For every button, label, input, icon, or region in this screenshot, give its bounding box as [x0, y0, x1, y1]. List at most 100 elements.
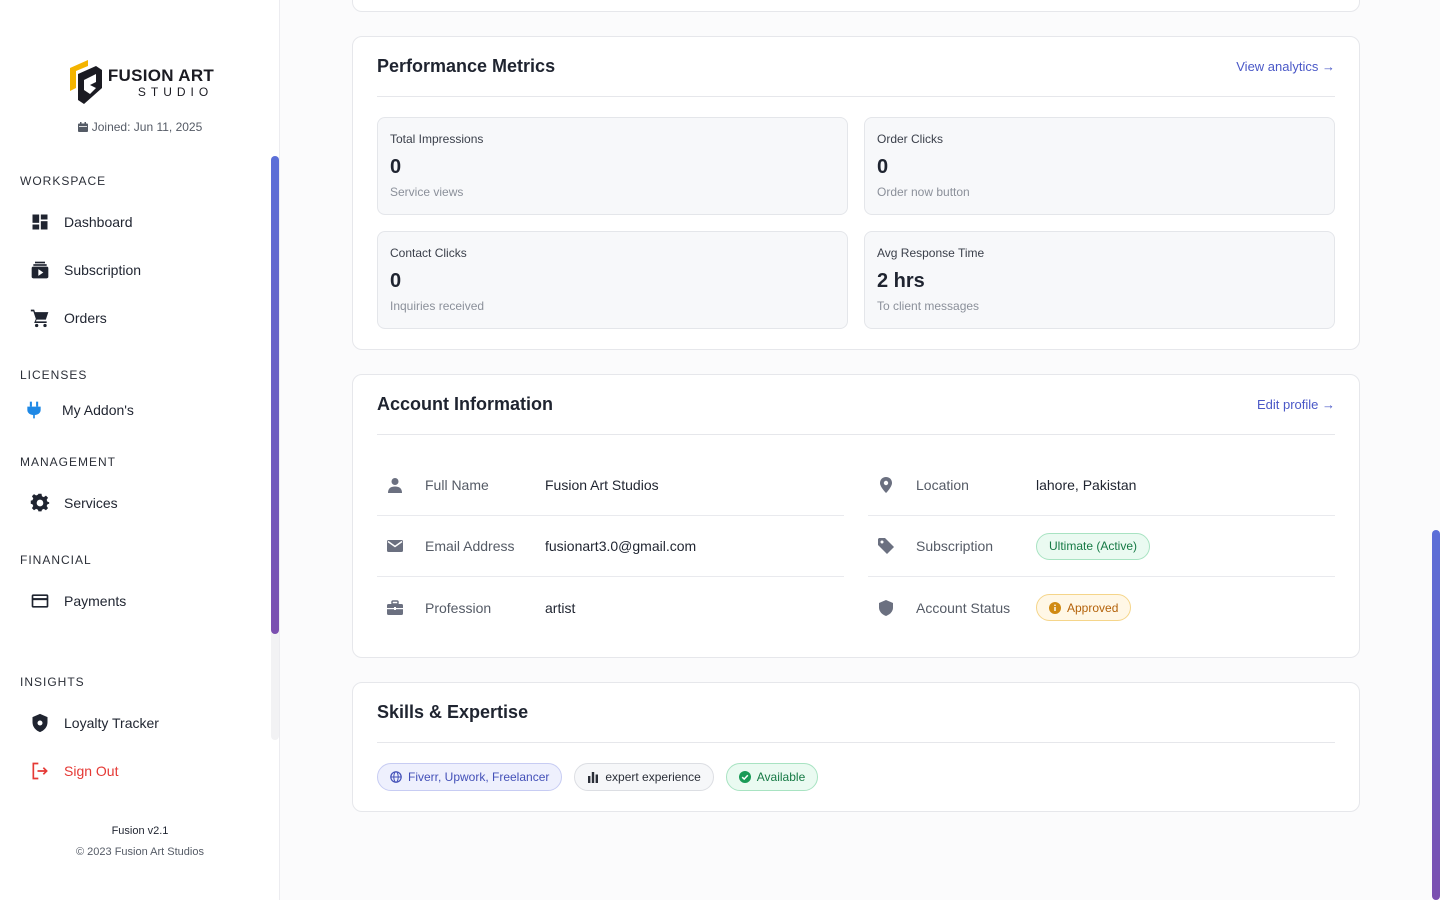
- edit-profile-link[interactable]: Edit profile →: [1256, 397, 1335, 412]
- sidebar-item-subscription[interactable]: Subscription: [20, 250, 260, 290]
- sidebar-item-label: Payments: [64, 593, 127, 609]
- metric-value: 2 hrs: [877, 270, 925, 292]
- section-financial: FINANCIAL: [20, 553, 92, 567]
- metric-subtitle: Order now button: [877, 185, 970, 199]
- calendar-icon: [77, 122, 88, 132]
- gear-icon: [30, 493, 50, 512]
- metric-label: Avg Response Time: [877, 246, 985, 260]
- page-scrollbar-thumb[interactable]: [1432, 530, 1440, 900]
- subscriptions-icon: [31, 261, 49, 279]
- metric-avg-response-time: Avg Response Time 2 hrs To client messag…: [864, 231, 1335, 329]
- badge-text: Approved: [1067, 600, 1119, 615]
- bar-chart-icon: [588, 772, 599, 783]
- info-label: Account Status: [916, 599, 1011, 616]
- brand-subtitle: STUDIO: [137, 84, 214, 99]
- sidebar-item-dashboard[interactable]: Dashboard: [20, 202, 260, 242]
- section-management: MANAGEMENT: [20, 455, 117, 469]
- sidebar-item-label: My Addon's: [62, 402, 134, 418]
- dashboard-icon: [32, 214, 48, 230]
- section-workspace: WORKSPACE: [20, 174, 107, 188]
- sidebar-item-orders[interactable]: Orders: [20, 298, 260, 338]
- sidebar-item-payments[interactable]: Payments: [20, 581, 260, 621]
- view-analytics-link[interactable]: View analytics →: [1236, 59, 1335, 74]
- copyright: © 2023 Fusion Art Studios: [76, 846, 204, 858]
- metric-subtitle: Inquiries received: [390, 299, 485, 313]
- sidebar-footer: Fusion v2.1 © 2023 Fusion Art Studios: [0, 825, 280, 858]
- chip-text: Fiverr, Upwork, Freelancer: [408, 770, 550, 784]
- info-location: Location lahore, Pakistan: [868, 455, 1335, 516]
- credit-card-icon: [31, 594, 49, 608]
- info-label: Full Name: [425, 477, 489, 493]
- card-title: Performance Metrics: [377, 56, 556, 76]
- sidebar: FUSION ART STUDIO Joined: Jun 11, 2025 W…: [0, 0, 280, 900]
- info-label: Location: [916, 477, 969, 493]
- sidebar-item-services[interactable]: Services: [20, 483, 260, 523]
- info-value: Fusion Art Studios: [545, 477, 659, 493]
- sidebar-scrollbar-thumb[interactable]: [271, 156, 279, 634]
- metric-value: 0: [390, 156, 402, 178]
- sidebar-item-signout[interactable]: Sign Out: [20, 751, 260, 791]
- plug-icon: [27, 401, 41, 419]
- sidebar-item-label: Sign Out: [64, 763, 119, 779]
- sidebar-item-label: Loyalty Tracker: [64, 715, 159, 731]
- skill-chip-experience: expert experience: [574, 763, 714, 791]
- card-header: Skills & Expertise: [377, 683, 1335, 743]
- chip-text: Available: [756, 770, 806, 784]
- info-value: fusionart3.0@gmail.com: [545, 538, 697, 554]
- previous-card: [352, 0, 1360, 12]
- subscription-badge: Ultimate (Active): [1036, 532, 1151, 560]
- card-header: Account Information Edit profile →: [377, 375, 1335, 435]
- sidebar-item-label: Dashboard: [64, 214, 133, 230]
- info-account-status: Account Status Approved: [868, 577, 1335, 638]
- section-licenses: LICENSES: [20, 368, 88, 382]
- sidebar-item-addons[interactable]: My Addon's: [14, 390, 254, 430]
- globe-icon: [390, 771, 402, 783]
- card-header: Performance Metrics View analytics →: [377, 37, 1335, 97]
- performance-metrics-card: Performance Metrics View analytics → Tot…: [352, 36, 1360, 350]
- logo[interactable]: FUSION ART STUDIO: [66, 58, 214, 106]
- brand-name: FUSION ART: [107, 65, 215, 85]
- metric-subtitle: To client messages: [877, 299, 980, 313]
- logout-icon: [32, 762, 48, 780]
- envelope-icon: [387, 540, 403, 552]
- metric-value: 0: [390, 270, 402, 292]
- sidebar-item-label: Services: [64, 495, 118, 511]
- metric-subtitle: Service views: [390, 185, 464, 199]
- info-label: Email Address: [425, 538, 515, 554]
- info-email: Email Address fusionart3.0@gmail.com: [377, 516, 844, 577]
- app-version: Fusion v2.1: [111, 825, 169, 837]
- joined-date: Joined: Jun 11, 2025: [77, 120, 202, 134]
- badge-text: Ultimate (Active): [1049, 539, 1138, 553]
- status-badge: Approved: [1036, 594, 1132, 621]
- card-title: Account Information: [377, 394, 553, 414]
- brand: FUSION ART STUDIO Joined: Jun 11, 2025: [0, 58, 280, 134]
- metric-total-impressions: Total Impressions 0 Service views: [377, 117, 848, 215]
- metric-contact-clicks: Contact Clicks 0 Inquiries received: [377, 231, 848, 329]
- sidebar-item-label: Orders: [64, 310, 107, 326]
- skill-chip-availability: Available: [725, 763, 819, 791]
- tag-icon: [878, 538, 894, 554]
- metric-label: Order Clicks: [877, 132, 944, 146]
- metric-label: Contact Clicks: [390, 246, 467, 260]
- sidebar-item-label: Subscription: [64, 262, 142, 278]
- briefcase-icon: [387, 599, 403, 615]
- skill-chip-platforms: Fiverr, Upwork, Freelancer: [377, 763, 563, 791]
- check-circle-icon: [738, 771, 751, 783]
- shield-icon: [879, 599, 893, 616]
- info-value: lahore, Pakistan: [1036, 477, 1137, 493]
- sidebar-item-loyalty[interactable]: Loyalty Tracker: [20, 703, 260, 743]
- person-icon: [388, 478, 402, 493]
- cart-icon: [30, 309, 49, 328]
- info-circle-icon: [1049, 601, 1061, 614]
- map-pin-icon: [880, 477, 892, 493]
- skills-card: Skills & Expertise Fiverr, Upwork, Freel…: [352, 682, 1360, 812]
- info-full-name: Full Name Fusion Art Studios: [377, 455, 844, 516]
- metric-order-clicks: Order Clicks 0 Order now button: [864, 117, 1335, 215]
- info-label: Profession: [425, 599, 492, 616]
- skills-chips: Fiverr, Upwork, Freelancer expert experi…: [377, 763, 819, 791]
- info-subscription: Subscription Ultimate (Active): [868, 516, 1335, 577]
- metric-label: Total Impressions: [390, 132, 484, 146]
- info-label: Subscription: [916, 538, 994, 554]
- fusion-logo-icon: [69, 60, 102, 104]
- chip-text: expert experience: [605, 770, 701, 784]
